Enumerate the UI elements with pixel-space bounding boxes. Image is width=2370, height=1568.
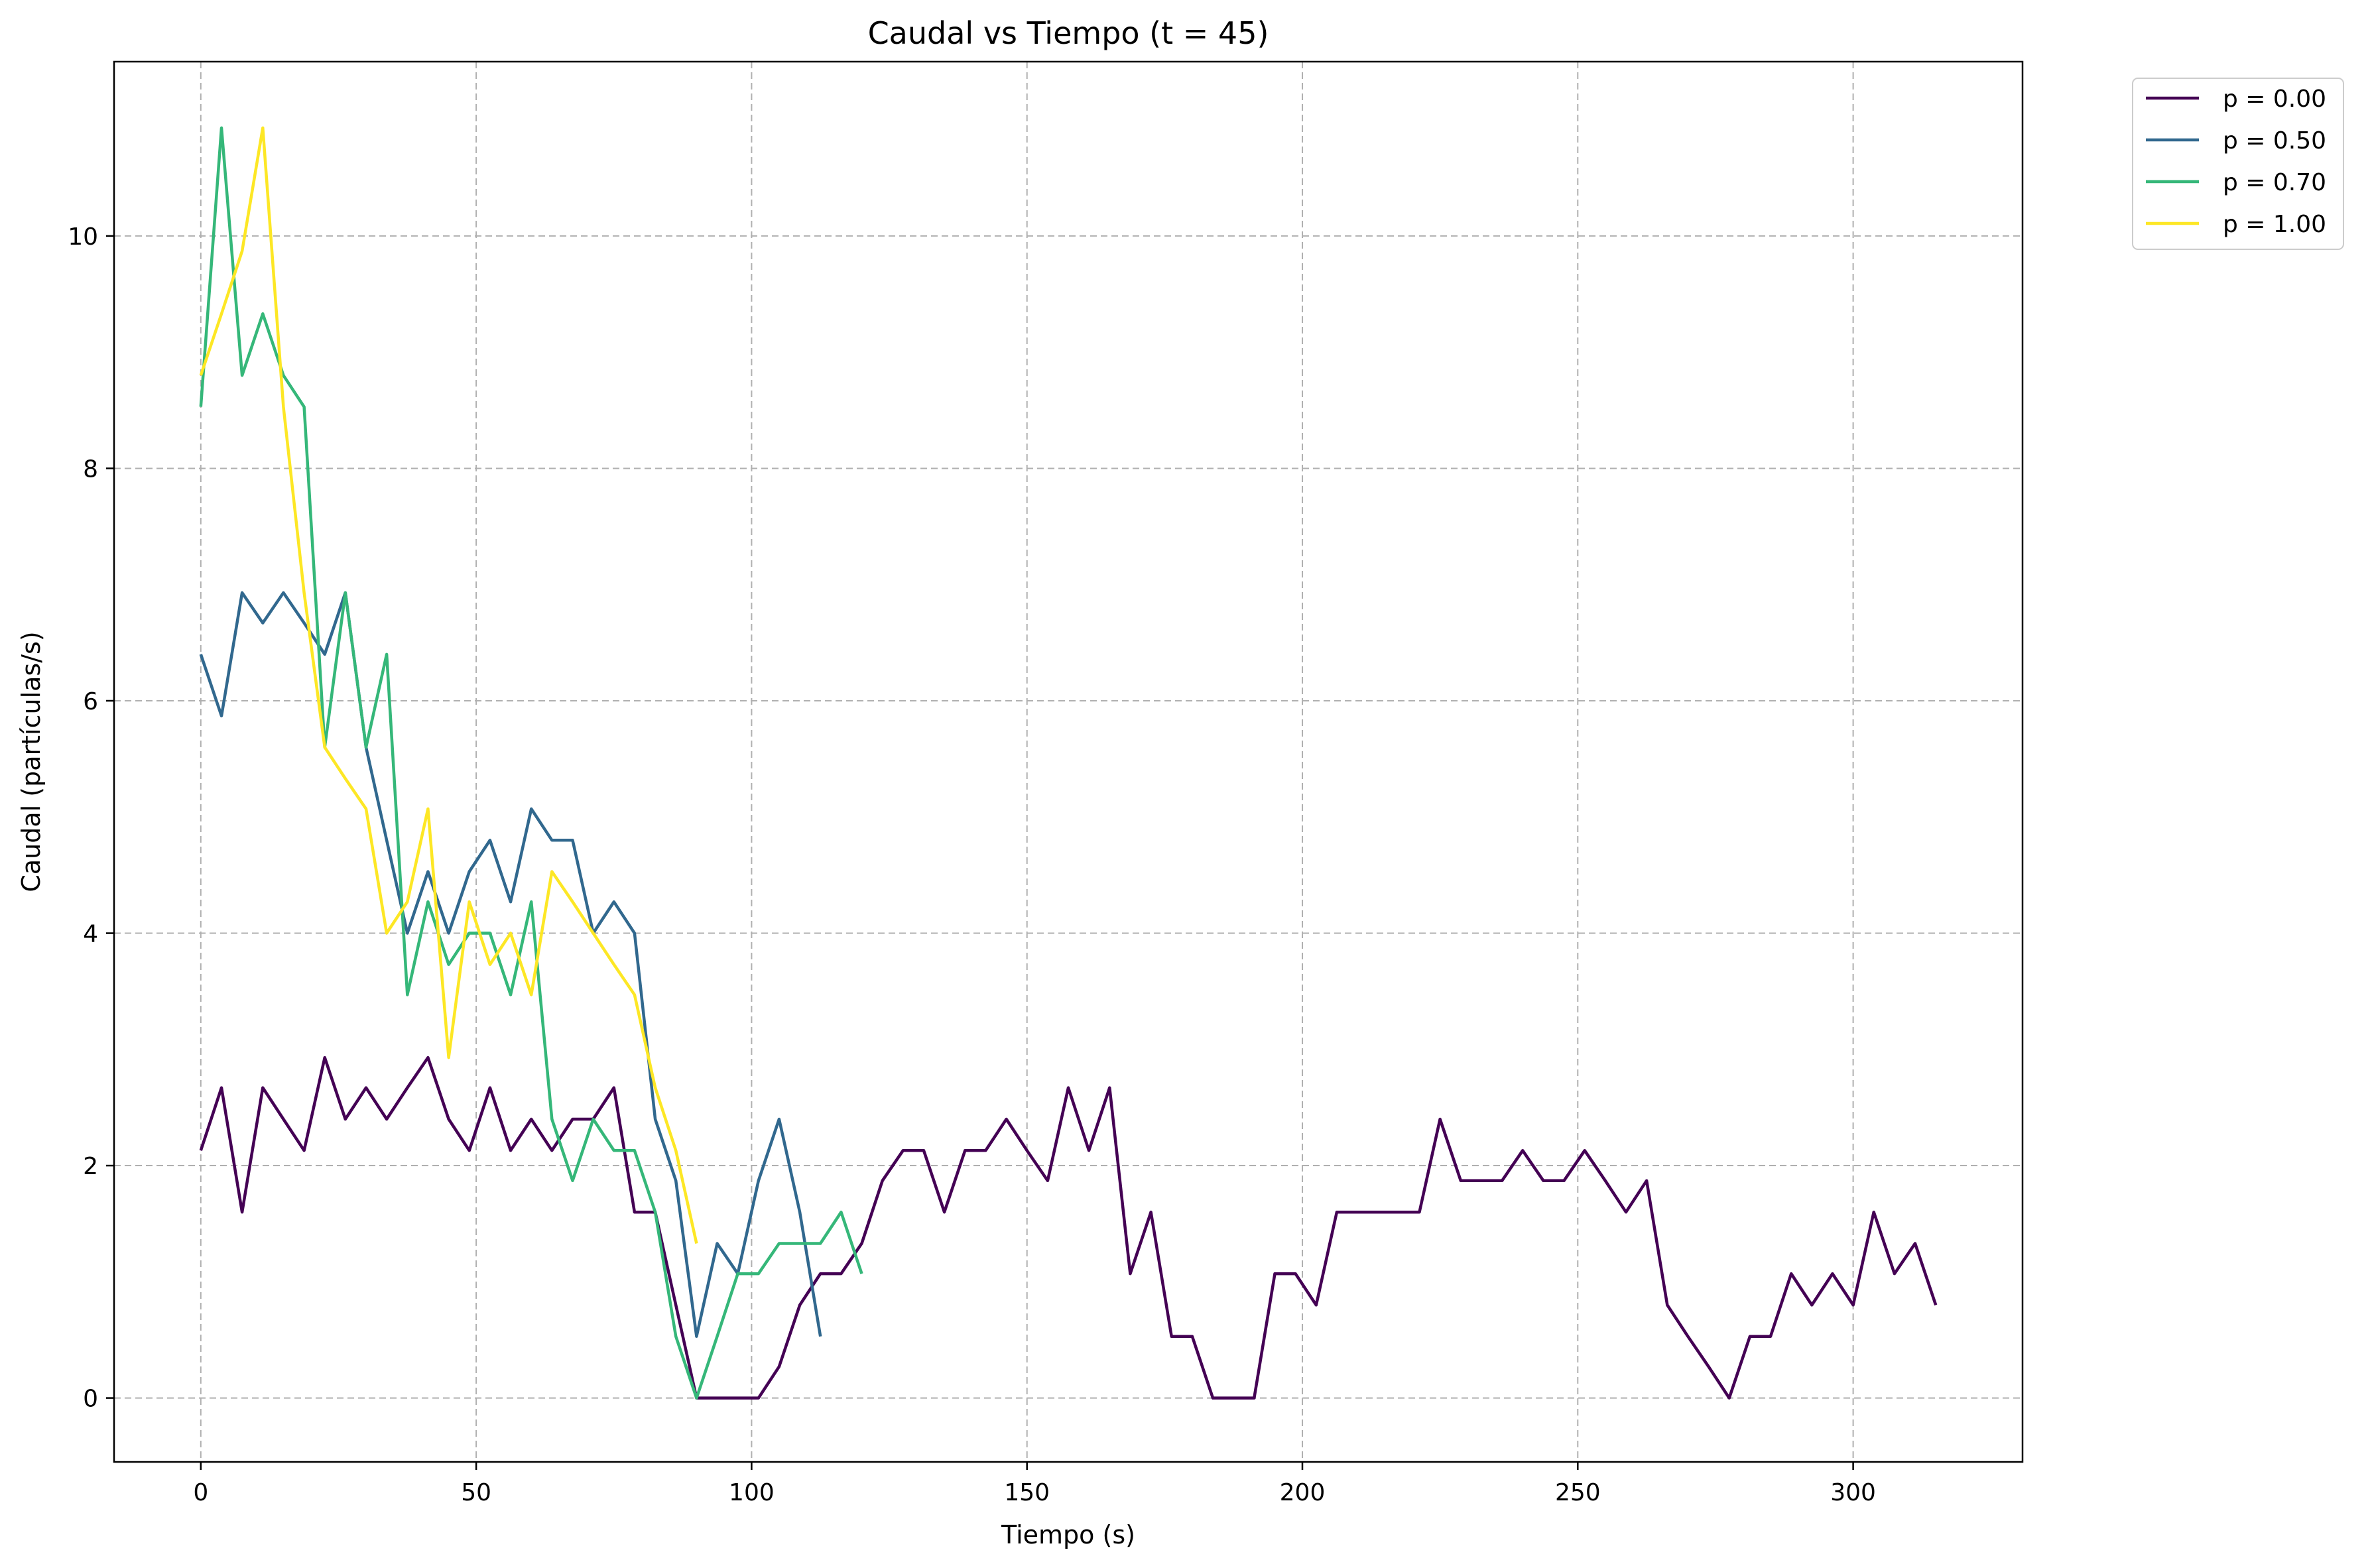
x-tick-label-2: 100 <box>729 1479 775 1506</box>
x-axis-ticks: 0 50 100 150 200 250 300 <box>193 1462 1876 1506</box>
series-line-1 <box>199 591 822 1338</box>
x-tick-label-4: 200 <box>1280 1479 1326 1506</box>
y-tick-label-3: 6 <box>83 688 98 715</box>
plot-area-frame <box>113 60 2024 1463</box>
legend-label-2: p = 0.70 <box>2223 169 2326 196</box>
y-tick-label-2: 4 <box>83 921 98 948</box>
y-tick-label-5: 10 <box>68 223 98 251</box>
series-lines <box>199 126 1938 1400</box>
legend-label-0: p = 0.00 <box>2223 86 2326 113</box>
x-tick-label-3: 150 <box>1004 1479 1050 1506</box>
series-line-3 <box>199 126 698 1244</box>
chart-title: Caudal vs Tiempo (t = 45) <box>868 15 1269 51</box>
y-axis-label: Caudal (partículas/s) <box>17 631 46 892</box>
series-line-2 <box>199 126 863 1400</box>
x-tick-label-1: 50 <box>461 1479 491 1506</box>
x-axis-label: Tiempo (s) <box>1001 1520 1135 1549</box>
legend-box <box>2132 78 2344 250</box>
y-tick-label-0: 0 <box>83 1386 98 1413</box>
y-tick-label-4: 8 <box>83 455 98 483</box>
y-axis-ticks: 0 2 4 6 8 10 <box>68 223 114 1413</box>
x-tick-label-5: 250 <box>1555 1479 1601 1506</box>
legend: p = 0.00 p = 0.50 p = 0.70 p = 1.00 <box>2132 78 2344 250</box>
legend-label-3: p = 1.00 <box>2223 211 2326 238</box>
series-line-0 <box>199 1055 1938 1400</box>
legend-label-1: p = 0.50 <box>2223 127 2326 154</box>
grid-lines <box>114 62 2023 1462</box>
x-tick-label-6: 300 <box>1830 1479 1876 1506</box>
x-tick-label-0: 0 <box>193 1479 208 1506</box>
y-tick-label-1: 2 <box>83 1153 98 1180</box>
